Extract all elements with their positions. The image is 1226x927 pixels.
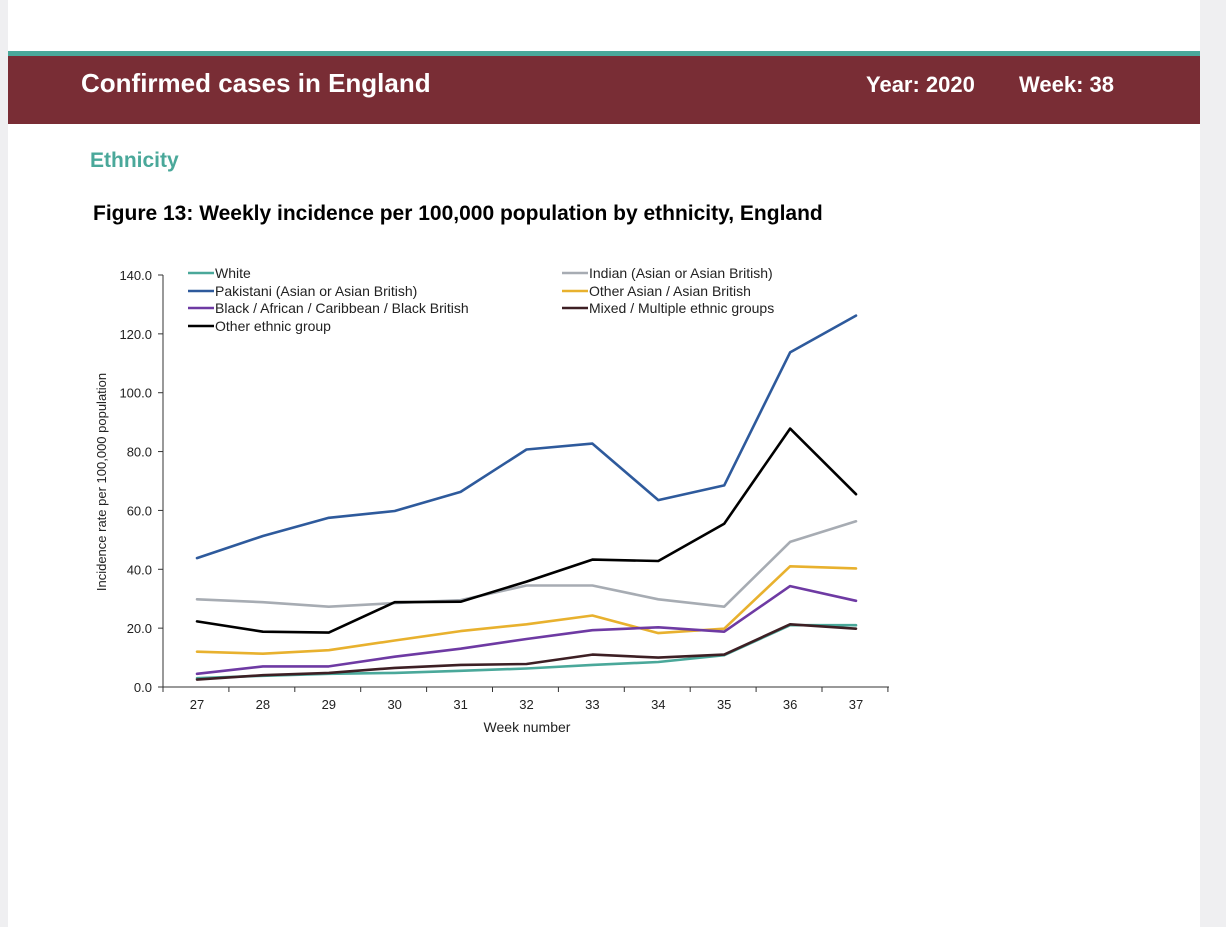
section-heading: Ethnicity (90, 149, 179, 172)
legend-label: Black / African / Caribbean / Black Brit… (215, 300, 469, 316)
x-tick-label: 30 (387, 697, 401, 712)
x-tick-label: 31 (453, 697, 467, 712)
figure-title: Figure 13: Weekly incidence per 100,000 … (93, 202, 823, 225)
y-tick-label: 0.0 (134, 680, 152, 695)
x-axis-title: Week number (484, 719, 571, 735)
x-tick-label: 28 (256, 697, 270, 712)
series-line-other-ethnic-group (195, 427, 858, 634)
week-label: Week: 38 (1019, 72, 1114, 97)
legend-label: White (215, 265, 251, 281)
legend-label: Other ethnic group (215, 318, 331, 334)
x-tick-label: 34 (651, 697, 665, 712)
series-line-indian-asian-or-asian-british (195, 519, 858, 609)
series-line-other-asian-asian-british (195, 564, 858, 656)
legend-label: Other Asian / Asian British (589, 283, 751, 299)
y-tick-label: 120.0 (119, 327, 152, 342)
report-page: Confirmed cases in England Year: 2020 We… (8, 0, 1200, 927)
y-tick-label: 40.0 (127, 562, 152, 577)
y-tick-label: 60.0 (127, 503, 152, 518)
y-axis-title: Incidence rate per 100,000 population (94, 373, 109, 591)
year-label: Year: 2020 (866, 72, 975, 97)
y-tick-label: 80.0 (127, 445, 152, 460)
x-tick-label: 29 (322, 697, 336, 712)
legend-label: Indian (Asian or Asian British) (589, 265, 773, 281)
y-tick-label: 140.0 (119, 268, 152, 283)
series-line-black-african-caribbean-black-british (195, 584, 858, 676)
legend-label: Mixed / Multiple ethnic groups (589, 300, 774, 316)
y-tick-label: 100.0 (119, 386, 152, 401)
series-line-pakistani-asian-or-asian-british (195, 314, 858, 560)
page-title: Confirmed cases in England (81, 68, 431, 98)
x-tick-label: 35 (717, 697, 731, 712)
series-line-mixed-multiple-ethnic-groups (195, 622, 858, 681)
header-banner: Confirmed cases in England Year: 2020 We… (8, 56, 1200, 124)
x-tick-label: 37 (849, 697, 863, 712)
y-tick-label: 20.0 (127, 621, 152, 636)
header-accent-rule (8, 51, 1200, 56)
x-tick-label: 36 (783, 697, 797, 712)
x-tick-label: 33 (585, 697, 599, 712)
legend-label: Pakistani (Asian or Asian British) (215, 283, 417, 299)
x-tick-label: 32 (519, 697, 533, 712)
x-tick-label: 27 (190, 697, 204, 712)
